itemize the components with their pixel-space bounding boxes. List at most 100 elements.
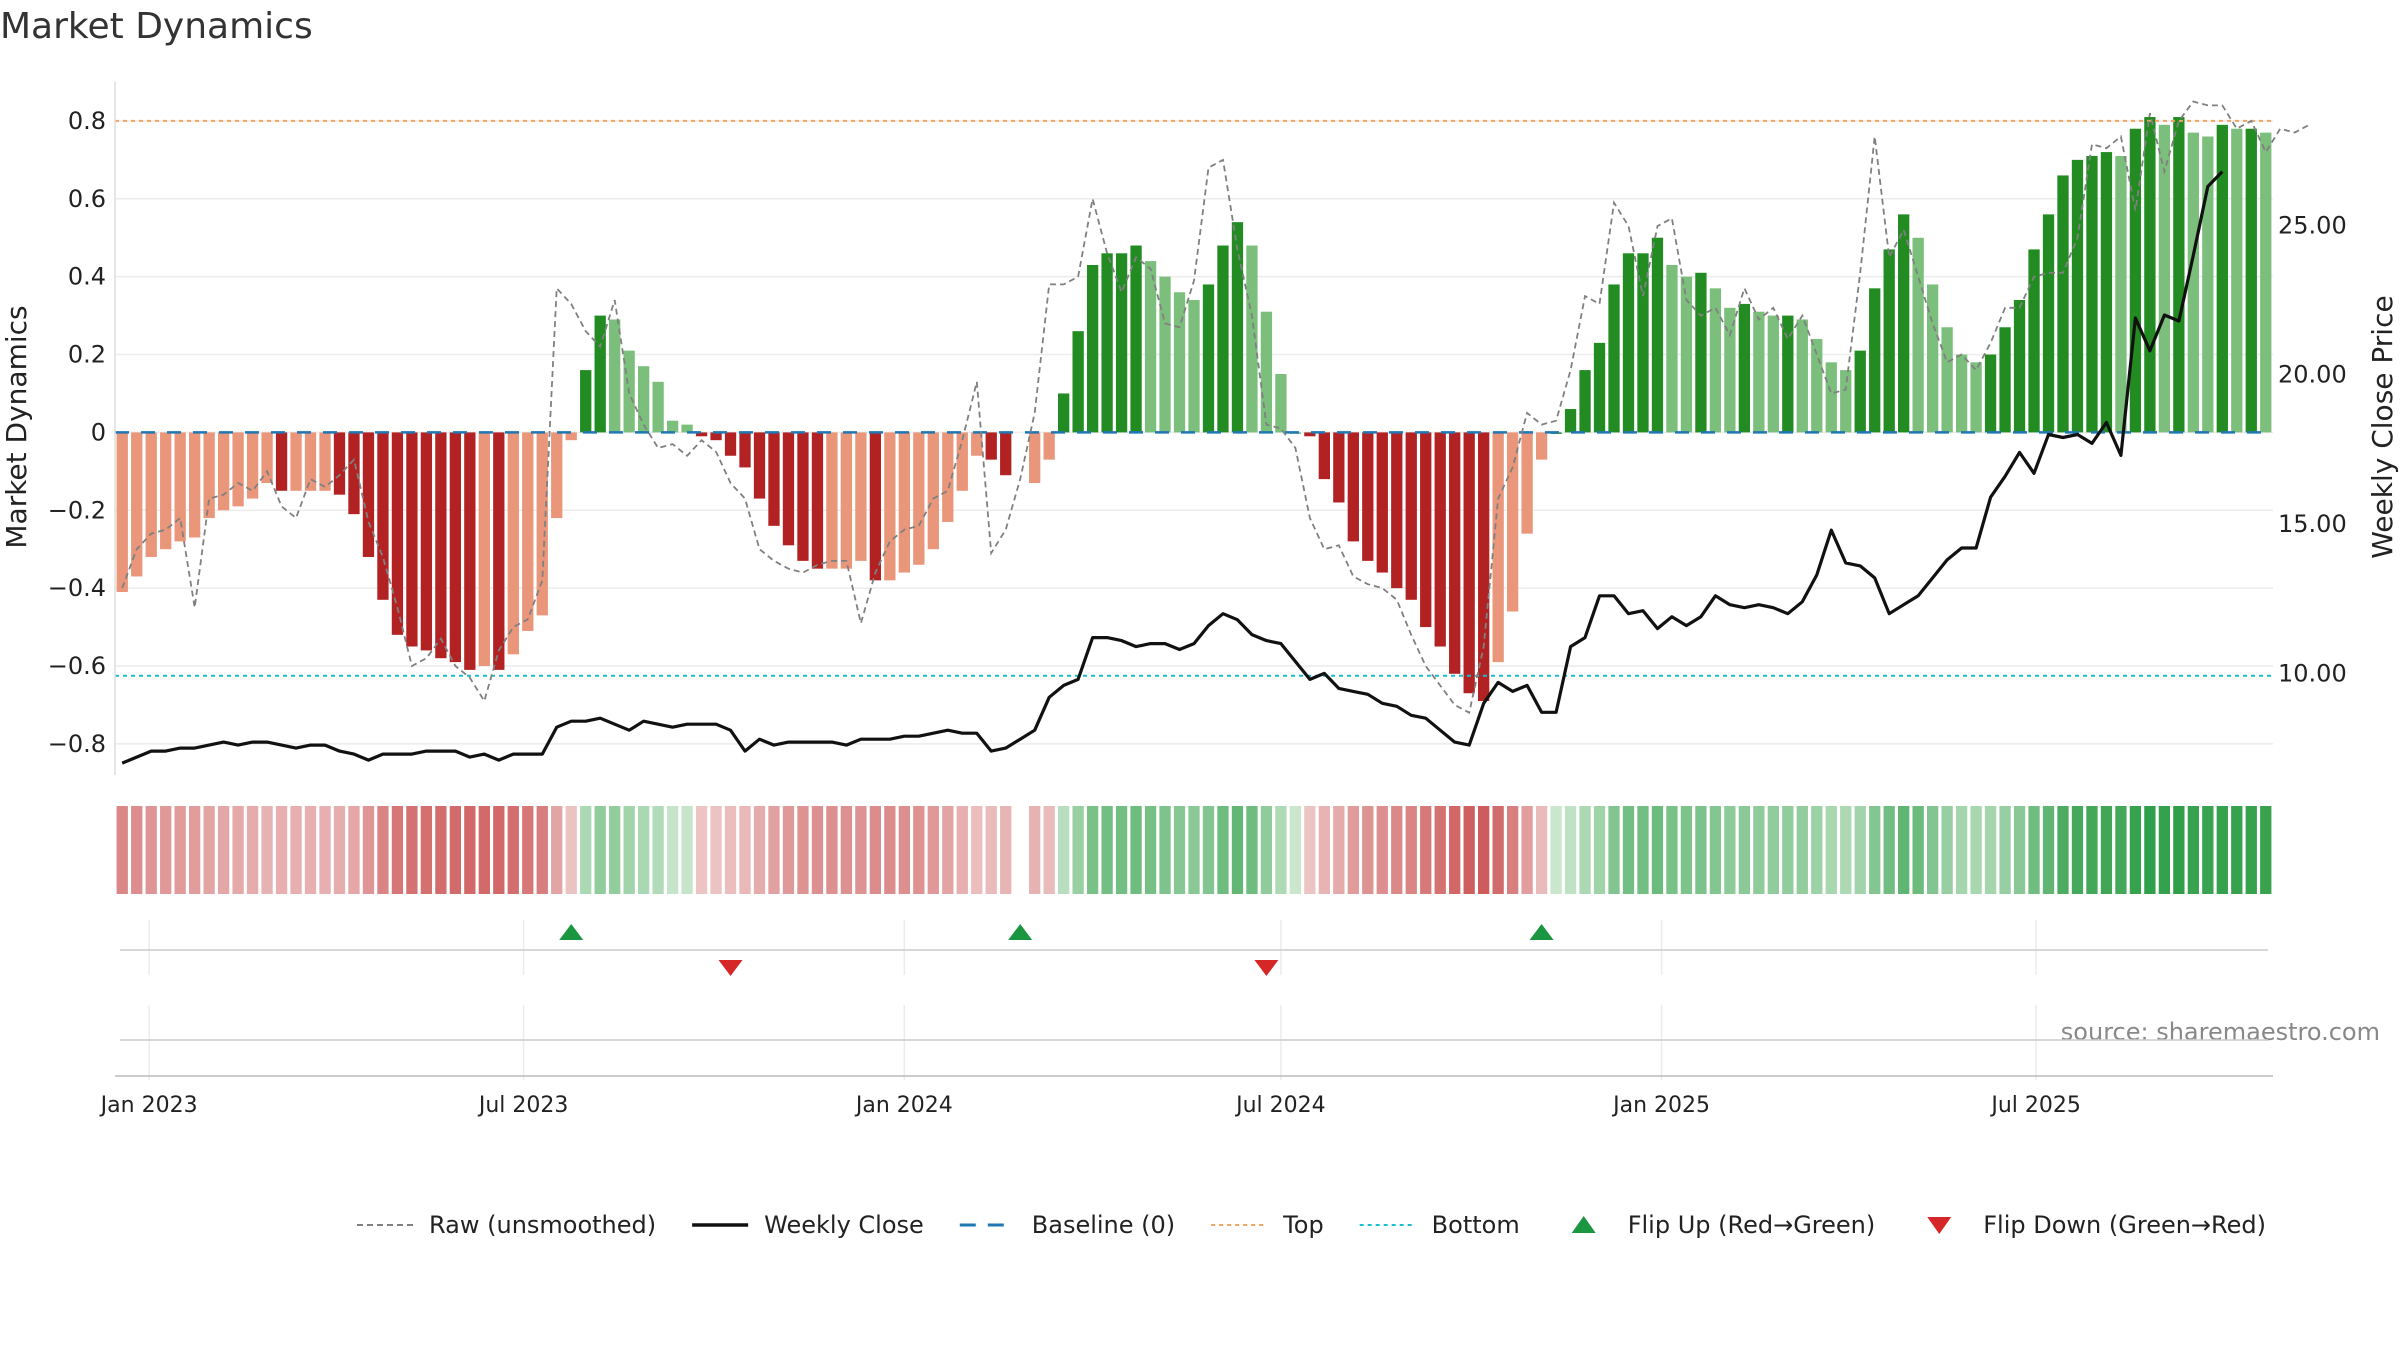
dynamics-bar [1564, 409, 1577, 433]
heat-cell [985, 806, 997, 894]
heat-cell [449, 806, 462, 894]
legend-swatch-flip-down [1927, 1217, 1952, 1234]
heat-cell [1217, 806, 1229, 894]
y-tick-left: 0 [91, 418, 106, 446]
heat-cell [884, 806, 896, 894]
heat-cell [1478, 806, 1490, 894]
heat-cell [1550, 806, 1562, 894]
heat-cell [522, 806, 534, 894]
dynamics-bar [1000, 432, 1012, 476]
heat-cell [2245, 806, 2257, 894]
right-axis-label: Weekly Close Price [2366, 295, 2399, 558]
y-tick-left: −0.2 [48, 496, 106, 524]
heat-cell [2086, 806, 2098, 894]
heat-cell [2144, 806, 2156, 894]
dynamics-bar [1318, 432, 1330, 480]
heat-cell [304, 806, 317, 894]
dynamics-bar [246, 432, 259, 499]
y-tick-left: −0.6 [48, 652, 106, 680]
heat-cell [1449, 806, 1461, 894]
heat-cell [1941, 806, 1953, 894]
dynamics-bar [1840, 370, 1852, 433]
dynamics-bar [2144, 117, 2156, 433]
heat-cell [609, 806, 621, 894]
heat-cell [782, 806, 795, 894]
heat-cell [536, 806, 548, 894]
heat-cell [710, 806, 722, 894]
dynamics-bar [261, 432, 273, 484]
dynamics-bar [2115, 155, 2127, 433]
dynamics-bar [1854, 350, 1866, 433]
dynamics-bar [2042, 214, 2055, 433]
dynamics-bar [840, 432, 853, 569]
heat-cell [1391, 806, 1403, 894]
heat-cell [855, 806, 867, 894]
heat-cell [652, 806, 664, 894]
dynamics-bar [160, 432, 172, 550]
dynamics-bar [391, 432, 404, 635]
heat-cell [1492, 806, 1504, 894]
heat-cell [551, 806, 563, 894]
y-tick-left: 0.2 [68, 341, 106, 369]
dynamics-bar [536, 432, 548, 616]
dynamics-bar [304, 432, 317, 491]
heat-cell [1651, 806, 1664, 894]
heat-cell [1637, 806, 1649, 894]
heat-cell [1535, 806, 1548, 894]
heat-cell [2231, 806, 2243, 894]
dynamics-bar [1622, 253, 1635, 433]
y-tick-left: −0.4 [48, 574, 106, 602]
legend-label: Flip Down (Green→Red) [1983, 1211, 2266, 1239]
dynamics-bar [406, 432, 418, 647]
heat-cell [1434, 806, 1446, 894]
heat-cell [1680, 806, 1693, 894]
dynamics-bar [2260, 132, 2272, 433]
heat-cell [435, 806, 447, 894]
dynamics-bar [927, 432, 939, 550]
dynamics-bar [1724, 307, 1736, 433]
dynamics-bar [1144, 261, 1157, 433]
dynamics-bar [478, 432, 490, 666]
dynamics-bar [1101, 253, 1113, 433]
heat-cell [1898, 806, 1910, 894]
dynamics-bar [1072, 331, 1084, 433]
dynamics-bar [493, 432, 505, 670]
heat-cell [1608, 806, 1620, 894]
heat-cell [1912, 806, 1924, 894]
heat-cell [1753, 806, 1765, 894]
heat-cell [1926, 806, 1939, 894]
legend-label: Flip Up (Red→Green) [1628, 1211, 1876, 1239]
legend-swatch-flip-up [1571, 1216, 1596, 1233]
heat-cell [1144, 806, 1157, 894]
heat-cell [1984, 806, 1997, 894]
heat-cell [145, 806, 157, 894]
dynamics-bar [1593, 342, 1606, 433]
heat-cell [580, 806, 592, 894]
legend-label: Raw (unsmoothed) [429, 1211, 656, 1239]
dynamics-bar [145, 432, 157, 557]
heat-cell [681, 806, 693, 894]
heat-cell [1275, 806, 1287, 894]
heat-cell [160, 806, 172, 894]
heat-cell [1622, 806, 1635, 894]
raw-line [121, 100, 2310, 715]
dynamics-bar [1217, 245, 1229, 433]
heat-cell [1188, 806, 1200, 894]
dynamics-bar [1260, 311, 1273, 433]
legend-label: Baseline (0) [1032, 1211, 1175, 1239]
dynamics-bar [637, 366, 650, 433]
legend-label: Weekly Close [764, 1211, 924, 1239]
dynamics-bar [1449, 432, 1461, 674]
dynamics-bar [1188, 300, 1200, 433]
dynamics-bar [333, 432, 346, 495]
heat-cell [1115, 806, 1128, 894]
heat-cell [2158, 806, 2171, 894]
dynamics-bar [435, 432, 447, 659]
legend: Raw (unsmoothed) Weekly Close Baseline (0)… [357, 1211, 2266, 1239]
heat-cell [1506, 806, 1519, 894]
flip-up-marker [559, 924, 584, 940]
heat-cell [333, 806, 346, 894]
dynamics-bar [2129, 128, 2142, 433]
heat-cell [1086, 806, 1099, 894]
